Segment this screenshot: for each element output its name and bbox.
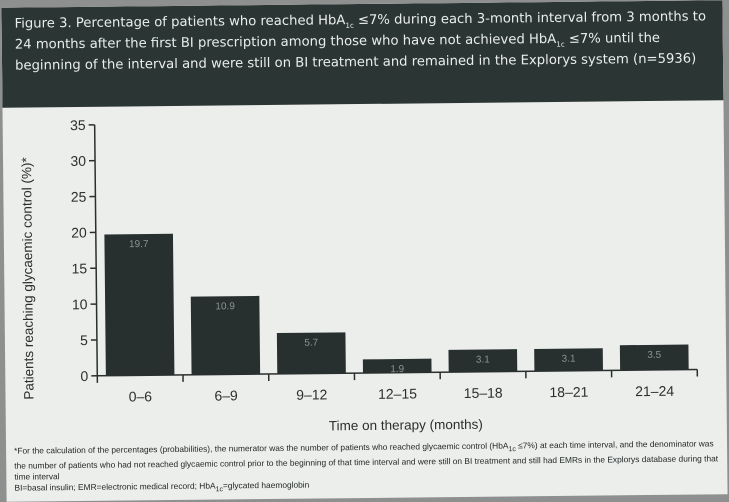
y-tick-label: 25: [71, 189, 87, 205]
y-tick-label: 15: [72, 260, 88, 276]
x-tick-label: 6–9: [214, 387, 238, 403]
bar-data-label: 3.1: [476, 354, 490, 365]
bar-data-label: 3.1: [562, 354, 576, 365]
abbrev-text-tail: =glycated haemoglobin: [222, 479, 310, 491]
bar-chart: 0 5 10 15 20 25 30 35 0–6 6–9 9–12 12–15 15–18 18–21…: [19, 117, 699, 434]
title-subscript-2: 1c: [556, 40, 565, 49]
x-tick-label: 9–12: [296, 386, 328, 402]
bar-data-label: 1.9: [390, 364, 404, 375]
y-tick-label: 35: [70, 117, 86, 133]
bar: [276, 332, 346, 374]
y-tick-label: 0: [80, 368, 88, 384]
y-tick-label: 20: [71, 224, 87, 240]
bar: [362, 358, 432, 374]
y-axis-title: Patients reaching glycaemic control (%)*: [19, 157, 37, 400]
x-tick-label: 0–6: [129, 388, 153, 404]
bar-data-label: 19.7: [129, 239, 149, 250]
bar-data-label: 5.7: [304, 338, 318, 349]
y-axis: 0 5 10 15 20 25 30 35: [70, 117, 99, 384]
bar-data-label: 3.5: [647, 350, 661, 361]
bar: [534, 348, 603, 372]
footnote: *For the calculation of the percentages …: [14, 438, 719, 497]
x-tick-label: 18–21: [549, 384, 588, 400]
title-subscript: 1c: [345, 21, 354, 30]
y-axis-line: [93, 124, 99, 376]
x-tick-label: 15–18: [464, 385, 503, 401]
x-tick-label: 21–24: [635, 383, 674, 399]
figure-title: Figure 3. Percentage of patients who rea…: [1, 0, 724, 108]
abbrev-text-lead: BI=basal insulin; EMR=electronic medical…: [14, 480, 216, 493]
y-tick-label: 30: [70, 153, 86, 169]
footnote-subscript: 1c: [508, 446, 516, 454]
bar: [448, 349, 518, 373]
x-tick-label: 12–15: [378, 385, 417, 401]
bar: [190, 295, 261, 375]
bar: [104, 233, 175, 376]
x-axis-title: Time on therapy (months): [329, 417, 483, 434]
bar-data-label: 10.9: [215, 301, 235, 312]
bar: [619, 344, 689, 371]
bars: 19.7 10.9 5.7 1.9 3.1 3.1 3.5: [104, 233, 689, 376]
x-axis: 0–6 6–9 9–12 12–15 15–18 18–21 21–24: [96, 368, 699, 404]
title-text-lead: Figure 3. Percentage of patients who rea…: [14, 13, 346, 32]
y-tick-label: 10: [72, 296, 88, 312]
y-tick-label: 5: [80, 332, 88, 348]
